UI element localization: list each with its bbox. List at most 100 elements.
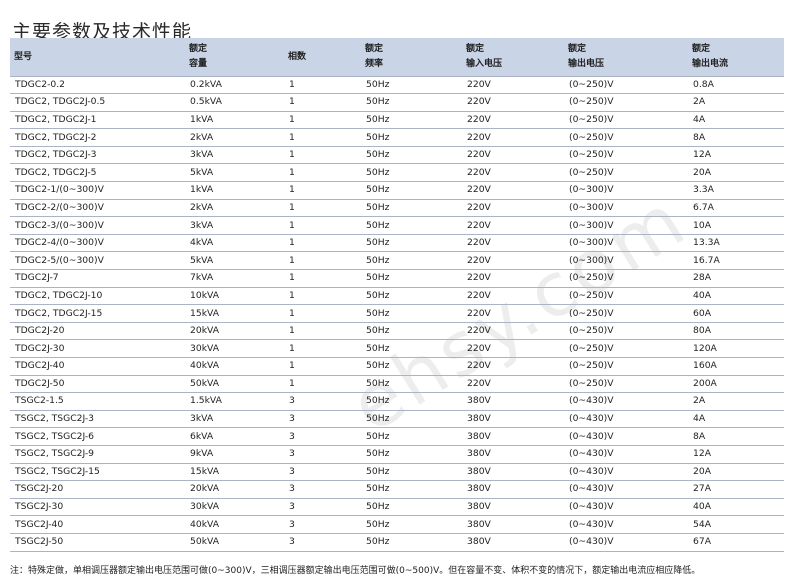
cell-capacity: 15kVA	[185, 463, 284, 482]
cell-model: TDGC2, TDGC2J-3	[10, 146, 185, 165]
cell-capacity: 50kVA	[185, 375, 284, 394]
cell-output-current: 160A	[688, 357, 784, 376]
header-frequency: 额定 频率	[361, 38, 462, 76]
cell-frequency: 50Hz	[361, 128, 462, 147]
cell-phases: 1	[284, 287, 361, 306]
table-row: TDGC2J-40 40kVA 1 50Hz 220V (0~250)V 160A	[10, 357, 784, 376]
header-capacity: 额定 容量	[185, 38, 284, 76]
cell-model: TDGC2J-30	[10, 339, 185, 358]
cell-capacity: 3kVA	[185, 216, 284, 235]
cell-frequency: 50Hz	[361, 199, 462, 218]
cell-phases: 3	[284, 427, 361, 446]
cell-capacity: 9kVA	[185, 445, 284, 464]
cell-frequency: 50Hz	[361, 304, 462, 323]
cell-output-current: 13.3A	[688, 234, 784, 253]
cell-input-voltage: 220V	[462, 93, 564, 112]
cell-model: TSGC2J-50	[10, 533, 185, 552]
header-input-voltage-line1: 额定	[466, 43, 485, 54]
cell-output-voltage: (0~250)V	[564, 357, 688, 376]
header-capacity-line2: 容量	[189, 58, 208, 69]
cell-phases: 1	[284, 146, 361, 165]
table-row: TSGC2, TSGC2J-9 9kVA 3 50Hz 380V (0~430)V 12A	[10, 445, 784, 464]
cell-input-voltage: 220V	[462, 146, 564, 165]
cell-output-current: 80A	[688, 322, 784, 341]
header-frequency-line2: 频率	[365, 58, 384, 69]
cell-frequency: 50Hz	[361, 287, 462, 306]
cell-model: TSGC2, TSGC2J-3	[10, 410, 185, 429]
cell-input-voltage: 220V	[462, 234, 564, 253]
cell-capacity: 2kVA	[185, 199, 284, 218]
cell-output-voltage: (0~430)V	[564, 515, 688, 534]
cell-input-voltage: 220V	[462, 199, 564, 218]
cell-input-voltage: 220V	[462, 287, 564, 306]
cell-phases: 1	[284, 339, 361, 358]
cell-output-current: 40A	[688, 498, 784, 517]
cell-output-voltage: (0~430)V	[564, 463, 688, 482]
cell-input-voltage: 220V	[462, 269, 564, 288]
cell-input-voltage: 220V	[462, 163, 564, 183]
cell-phases: 3	[284, 498, 361, 517]
cell-output-voltage: (0~250)V	[564, 128, 688, 147]
cell-phases: 3	[284, 533, 361, 552]
table-row: TDGC2-4/(0~300)V 4kVA 1 50Hz 220V (0~300)V 13.…	[10, 234, 784, 253]
cell-capacity: 1kVA	[185, 181, 284, 200]
cell-output-voltage: (0~300)V	[564, 216, 688, 235]
cell-output-current: 8A	[688, 128, 784, 147]
table-row: TDGC2J-50 50kVA 1 50Hz 220V (0~250)V 200A	[10, 375, 784, 394]
cell-output-current: 10A	[688, 216, 784, 235]
page-title: 主要参数及技术性能	[12, 20, 193, 43]
cell-input-voltage: 220V	[462, 357, 564, 376]
cell-phases: 3	[284, 463, 361, 482]
cell-output-voltage: (0~300)V	[564, 234, 688, 253]
cell-capacity: 1kVA	[185, 111, 284, 130]
cell-capacity: 3kVA	[185, 146, 284, 165]
cell-frequency: 50Hz	[361, 216, 462, 235]
cell-frequency: 50Hz	[361, 392, 462, 411]
cell-input-voltage: 220V	[462, 304, 564, 323]
table-row: TDGC2-0.2 0.2kVA 1 50Hz 220V (0~250)V 0.8A	[10, 75, 784, 95]
cell-input-voltage: 220V	[462, 339, 564, 358]
cell-capacity: 15kVA	[185, 304, 284, 323]
cell-output-current: 54A	[688, 515, 784, 534]
table-row: TDGC2J-20 20kVA 1 50Hz 220V (0~250)V 80A	[10, 322, 784, 341]
cell-model: TDGC2, TDGC2J-1	[10, 111, 185, 130]
cell-output-voltage: (0~250)V	[564, 322, 688, 341]
cell-frequency: 50Hz	[361, 375, 462, 394]
table-row: TSGC2, TSGC2J-15 15kVA 3 50Hz 380V (0~430)V 20…	[10, 463, 784, 482]
cell-output-voltage: (0~250)V	[564, 304, 688, 323]
cell-capacity: 50kVA	[185, 533, 284, 552]
cell-output-current: 16.7A	[688, 251, 784, 271]
cell-output-voltage: (0~430)V	[564, 410, 688, 429]
cell-frequency: 50Hz	[361, 463, 462, 482]
header-frequency-line1: 额定	[365, 43, 384, 54]
cell-output-voltage: (0~250)V	[564, 146, 688, 165]
cell-output-voltage: (0~250)V	[564, 163, 688, 183]
cell-model: TDGC2-3/(0~300)V	[10, 216, 185, 235]
cell-capacity: 40kVA	[185, 515, 284, 534]
cell-capacity: 6kVA	[185, 427, 284, 446]
cell-output-current: 20A	[688, 463, 784, 482]
cell-output-current: 2A	[688, 392, 784, 411]
cell-model: TSGC2J-30	[10, 498, 185, 517]
cell-capacity: 30kVA	[185, 498, 284, 517]
cell-input-voltage: 380V	[462, 480, 564, 499]
cell-frequency: 50Hz	[361, 181, 462, 200]
table-row: TDGC2, TDGC2J-5 5kVA 1 50Hz 220V (0~250)V 20A	[10, 163, 784, 183]
footnote: 注：特殊定做，单相调压器额定输出电压范围可做(0~300)V，三相调压器额定输出…	[10, 566, 701, 576]
cell-frequency: 50Hz	[361, 339, 462, 358]
cell-input-voltage: 220V	[462, 375, 564, 394]
cell-output-voltage: (0~250)V	[564, 269, 688, 288]
cell-model: TSGC2, TSGC2J-6	[10, 427, 185, 446]
cell-output-voltage: (0~250)V	[564, 93, 688, 112]
cell-phases: 3	[284, 480, 361, 499]
cell-model: TDGC2, TDGC2J-10	[10, 287, 185, 306]
cell-model: TDGC2, TDGC2J-2	[10, 128, 185, 147]
cell-phases: 1	[284, 93, 361, 112]
cell-input-voltage: 380V	[462, 463, 564, 482]
table-header-row: 型号 额定 容量 相数 额定 频率 额定 输入电压 额定 输出电压 额定 输出电…	[10, 38, 784, 76]
cell-phases: 1	[284, 251, 361, 271]
cell-output-voltage: (0~430)V	[564, 445, 688, 464]
cell-model: TDGC2J-50	[10, 375, 185, 394]
cell-output-current: 6.7A	[688, 199, 784, 218]
cell-output-voltage: (0~430)V	[564, 533, 688, 552]
